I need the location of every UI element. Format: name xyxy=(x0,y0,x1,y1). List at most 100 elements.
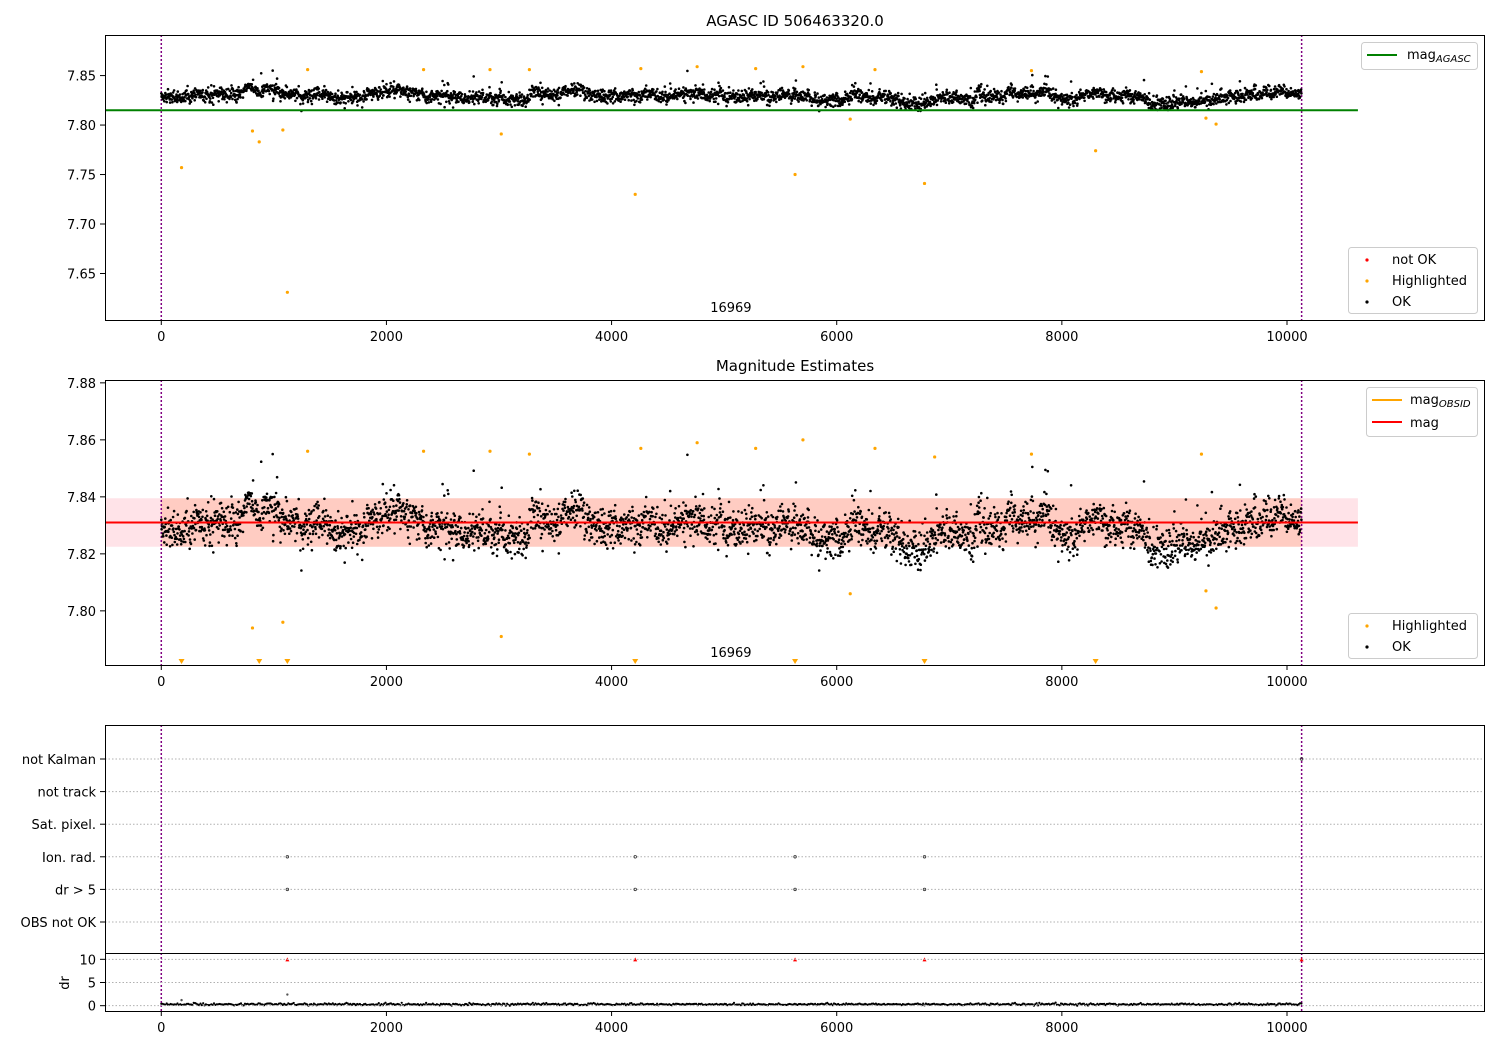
ok-point xyxy=(971,106,975,110)
ok-point xyxy=(500,486,504,490)
ok-point xyxy=(1254,84,1258,87)
ok-point xyxy=(413,92,417,96)
ok-point xyxy=(301,538,305,541)
ok-point xyxy=(562,93,566,96)
ok-point xyxy=(506,551,510,554)
ok-point xyxy=(492,551,495,555)
ok-point xyxy=(967,101,971,104)
ok-point xyxy=(228,510,232,514)
ok-point xyxy=(585,531,589,534)
ok-point xyxy=(278,516,281,520)
ok-point xyxy=(599,88,602,92)
ok-point xyxy=(317,87,321,90)
ok-point xyxy=(937,97,940,100)
ok-point xyxy=(647,527,651,530)
ok-point xyxy=(1060,92,1063,96)
panel-title-magnitude-estimates: Magnitude Estimates xyxy=(716,357,874,375)
ok-point xyxy=(831,93,835,96)
ok-point xyxy=(242,514,245,517)
ok-point xyxy=(1147,106,1151,110)
ok-point xyxy=(362,100,365,103)
ok-point xyxy=(444,516,448,520)
ok-point xyxy=(1233,91,1237,95)
ok-point xyxy=(459,95,463,98)
ok-point xyxy=(631,505,634,509)
ok-point xyxy=(1052,98,1056,101)
ok-point xyxy=(180,539,183,543)
ok-point xyxy=(412,94,415,98)
ok-point xyxy=(467,539,470,543)
ok-point xyxy=(457,542,460,546)
ok-point xyxy=(388,527,391,531)
highlighted-point xyxy=(1204,116,1208,120)
ok-point xyxy=(1095,95,1099,98)
ok-point xyxy=(819,95,823,99)
ok-point xyxy=(566,524,569,528)
ok-point xyxy=(816,92,819,95)
ok-point xyxy=(551,535,554,538)
legend-sub-agasc: AGASC xyxy=(1435,54,1471,65)
ok-point xyxy=(317,536,321,539)
ok-point xyxy=(411,515,414,519)
ok-point xyxy=(808,93,811,96)
ok-point xyxy=(1003,95,1006,98)
ok-point xyxy=(480,534,483,537)
ok-point xyxy=(719,86,723,90)
ok-point xyxy=(336,525,339,528)
x-tick-label: 10000 xyxy=(1266,330,1307,345)
ok-point xyxy=(910,103,914,107)
ok-point xyxy=(563,506,567,510)
ok-point xyxy=(589,91,592,95)
ok-point xyxy=(173,540,177,544)
legend-mag-agasc[interactable]: magAGASC xyxy=(1361,42,1478,70)
ok-point xyxy=(315,519,318,522)
ok-point xyxy=(1132,102,1136,105)
ok-point xyxy=(248,502,251,506)
ok-point xyxy=(455,538,459,541)
ok-point xyxy=(441,79,444,83)
ok-point xyxy=(217,100,220,103)
ok-point xyxy=(355,542,359,546)
ok-point xyxy=(440,525,444,528)
ok-point xyxy=(824,105,827,109)
ok-point xyxy=(387,513,390,516)
ok-point xyxy=(1220,87,1223,90)
ok-point xyxy=(567,515,571,519)
ok-point xyxy=(518,547,521,551)
ok-point xyxy=(628,89,632,92)
ok-point xyxy=(388,95,391,98)
ok-point xyxy=(582,501,586,505)
ok-point xyxy=(1069,80,1073,83)
ok-point xyxy=(475,515,478,519)
ok-point xyxy=(816,99,820,102)
ok-point xyxy=(476,526,480,529)
ok-point xyxy=(632,537,635,540)
ok-point xyxy=(203,544,207,547)
ok-point xyxy=(176,90,180,93)
ok-point xyxy=(421,87,424,90)
legend-status[interactable]: not OK Highlighted OK xyxy=(1348,247,1478,314)
ok-point xyxy=(310,89,313,92)
ok-point xyxy=(432,528,436,531)
ok-point xyxy=(415,538,419,541)
ok-point xyxy=(1021,96,1025,99)
ok-point xyxy=(452,512,456,515)
ok-point xyxy=(525,544,528,547)
ok-point xyxy=(428,528,432,532)
ok-point xyxy=(225,524,229,528)
ok-point xyxy=(644,84,648,87)
ok-point xyxy=(466,537,469,540)
ok-point xyxy=(418,513,421,516)
ok-point xyxy=(834,104,837,107)
ok-point xyxy=(880,99,884,102)
ok-point xyxy=(406,536,410,539)
ok-point xyxy=(590,536,594,539)
ok-point xyxy=(1144,100,1147,104)
ok-point xyxy=(288,519,291,522)
ok-point xyxy=(486,535,490,538)
ok-point xyxy=(180,533,184,536)
ok-point xyxy=(521,554,524,557)
ok-point xyxy=(235,544,238,548)
ok-point xyxy=(717,94,721,98)
ok-point xyxy=(601,507,604,511)
